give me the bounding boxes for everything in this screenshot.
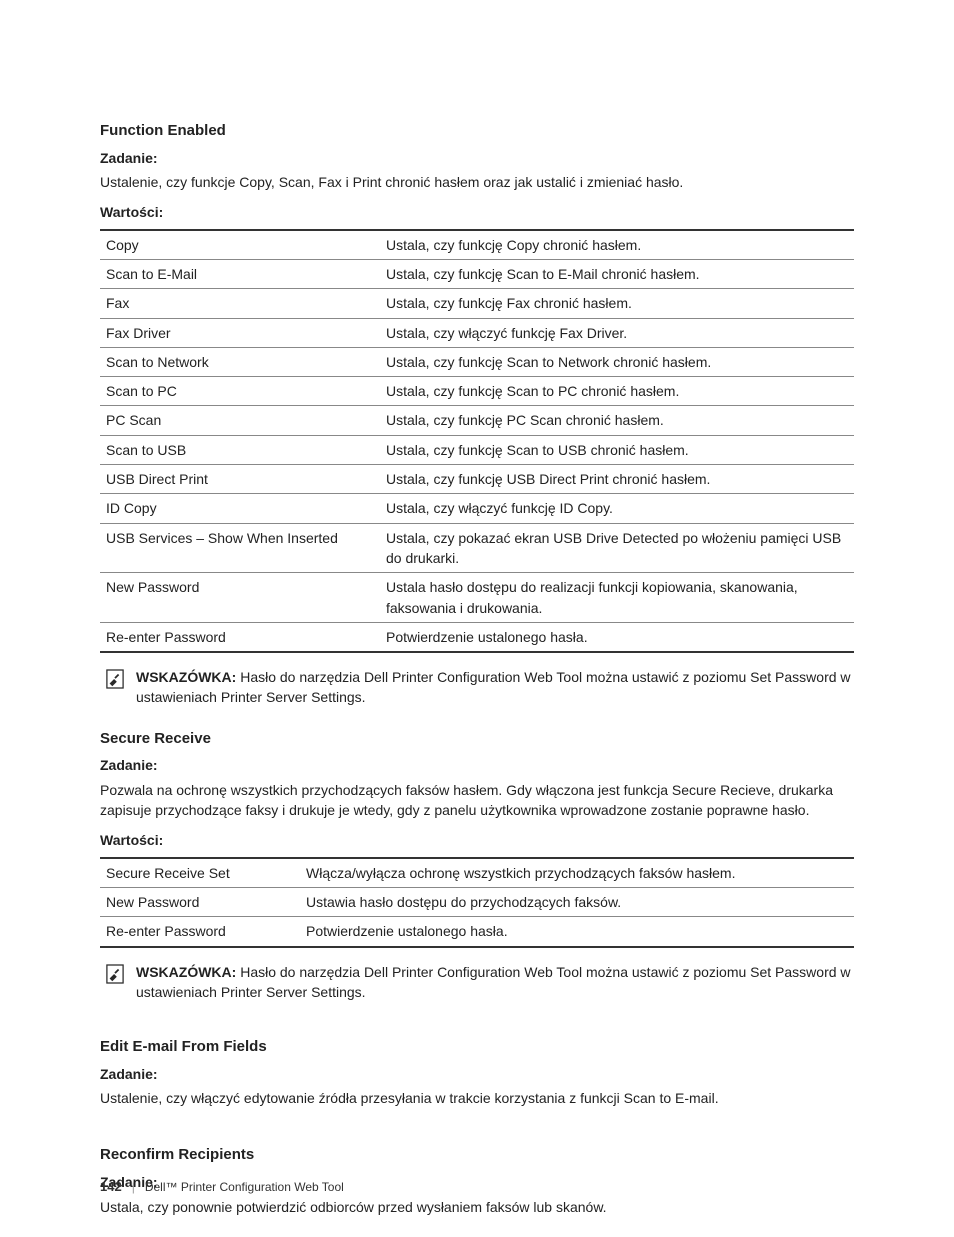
cell: Ustala, czy funkcję Scan to Network chro… — [380, 347, 854, 376]
table-row: FaxUstala, czy funkcję Fax chronić hasłe… — [100, 289, 854, 318]
section-heading-secure-receive: Secure Receive — [100, 728, 854, 750]
zadanie-text-3: Ustalenie, czy włączyć edytowanie źródła… — [100, 1088, 854, 1108]
cell: Ustala, czy funkcję Scan to E-Mail chron… — [380, 259, 854, 288]
wartosci-label-2: Wartości: — [100, 830, 854, 850]
section-heading-edit-email: Edit E-mail From Fields — [100, 1036, 854, 1058]
cell: Copy — [100, 230, 380, 260]
zadanie-text-1: Ustalenie, czy funkcje Copy, Scan, Fax i… — [100, 172, 854, 192]
cell: Ustala, czy włączyć funkcję Fax Driver. — [380, 318, 854, 347]
wartosci-label-1: Wartości: — [100, 202, 854, 222]
table-row: Secure Receive SetWłącza/wyłącza ochronę… — [100, 858, 854, 888]
cell: USB Direct Print — [100, 465, 380, 494]
table-row: PC ScanUstala, czy funkcję PC Scan chron… — [100, 406, 854, 435]
table-row: USB Services – Show When InsertedUstala,… — [100, 523, 854, 573]
table-row: Scan to E-MailUstala, czy funkcję Scan t… — [100, 259, 854, 288]
table-secure-receive: Secure Receive SetWłącza/wyłącza ochronę… — [100, 857, 854, 948]
note-lead: WSKAZÓWKA: — [136, 964, 236, 980]
note-text-2: WSKAZÓWKA: Hasło do narzędzia Dell Print… — [136, 962, 854, 1003]
cell: Potwierdzenie ustalonego hasła. — [380, 622, 854, 652]
cell: ID Copy — [100, 494, 380, 523]
zadanie-text-2: Pozwala na ochronę wszystkich przychodzą… — [100, 780, 854, 821]
cell: Potwierdzenie ustalonego hasła. — [300, 917, 854, 947]
cell: USB Services – Show When Inserted — [100, 523, 380, 573]
table-row: Scan to PCUstala, czy funkcję Scan to PC… — [100, 377, 854, 406]
cell: Ustala, czy funkcję Scan to PC chronić h… — [380, 377, 854, 406]
zadanie-label-1: Zadanie: — [100, 148, 854, 168]
cell: New Password — [100, 887, 300, 916]
cell: Włącza/wyłącza ochronę wszystkich przych… — [300, 858, 854, 888]
table-row: New PasswordUstawia hasło dostępu do prz… — [100, 887, 854, 916]
pencil-note-icon — [106, 669, 124, 689]
table-row: Re-enter PasswordPotwierdzenie ustaloneg… — [100, 917, 854, 947]
section-heading-function-enabled: Function Enabled — [100, 120, 854, 142]
zadanie-label-3: Zadanie: — [100, 1064, 854, 1084]
section-heading-reconfirm: Reconfirm Recipients — [100, 1144, 854, 1166]
cell: Ustala, czy funkcję USB Direct Print chr… — [380, 465, 854, 494]
cell: Re-enter Password — [100, 622, 380, 652]
pencil-note-icon — [106, 964, 124, 984]
note-body: Hasło do narzędzia Dell Printer Configur… — [136, 669, 851, 705]
page-footer: 142 | Dell™ Printer Configuration Web To… — [100, 1178, 344, 1197]
note-body: Hasło do narzędzia Dell Printer Configur… — [136, 964, 851, 1000]
cell: Scan to PC — [100, 377, 380, 406]
cell: Scan to E-Mail — [100, 259, 380, 288]
footer-title: Dell™ Printer Configuration Web Tool — [145, 1179, 344, 1196]
table-row: Fax DriverUstala, czy włączyć funkcję Fa… — [100, 318, 854, 347]
cell: Ustala, czy włączyć funkcję ID Copy. — [380, 494, 854, 523]
table-row: Scan to NetworkUstala, czy funkcję Scan … — [100, 347, 854, 376]
cell: Ustala, czy funkcję Copy chronić hasłem. — [380, 230, 854, 260]
cell: PC Scan — [100, 406, 380, 435]
cell: Scan to USB — [100, 435, 380, 464]
note-2: WSKAZÓWKA: Hasło do narzędzia Dell Print… — [100, 962, 854, 1003]
cell: Fax — [100, 289, 380, 318]
zadanie-label-2: Zadanie: — [100, 755, 854, 775]
footer-separator: | — [132, 1179, 135, 1196]
cell: Ustawia hasło dostępu do przychodzących … — [300, 887, 854, 916]
cell: Ustala, czy pokazać ekran USB Drive Dete… — [380, 523, 854, 573]
cell: Ustala, czy funkcję PC Scan chronić hasł… — [380, 406, 854, 435]
cell: Re-enter Password — [100, 917, 300, 947]
note-1: WSKAZÓWKA: Hasło do narzędzia Dell Print… — [100, 667, 854, 708]
zadanie-text-4: Ustala, czy ponownie potwierdzić odbiorc… — [100, 1197, 854, 1217]
cell: Ustala, czy funkcję Scan to USB chronić … — [380, 435, 854, 464]
cell: Ustala, czy funkcję Fax chronić hasłem. — [380, 289, 854, 318]
table-row: ID CopyUstala, czy włączyć funkcję ID Co… — [100, 494, 854, 523]
table-row: USB Direct PrintUstala, czy funkcję USB … — [100, 465, 854, 494]
cell: Secure Receive Set — [100, 858, 300, 888]
cell: New Password — [100, 573, 380, 623]
table-function-enabled: CopyUstala, czy funkcję Copy chronić has… — [100, 229, 854, 653]
cell: Ustala hasło dostępu do realizacji funkc… — [380, 573, 854, 623]
table-row: CopyUstala, czy funkcję Copy chronić has… — [100, 230, 854, 260]
page-number: 142 — [100, 1178, 122, 1197]
table-row: New PasswordUstala hasło dostępu do real… — [100, 573, 854, 623]
table-row: Re-enter PasswordPotwierdzenie ustaloneg… — [100, 622, 854, 652]
cell: Scan to Network — [100, 347, 380, 376]
note-lead: WSKAZÓWKA: — [136, 669, 236, 685]
table-row: Scan to USBUstala, czy funkcję Scan to U… — [100, 435, 854, 464]
cell: Fax Driver — [100, 318, 380, 347]
note-text-1: WSKAZÓWKA: Hasło do narzędzia Dell Print… — [136, 667, 854, 708]
